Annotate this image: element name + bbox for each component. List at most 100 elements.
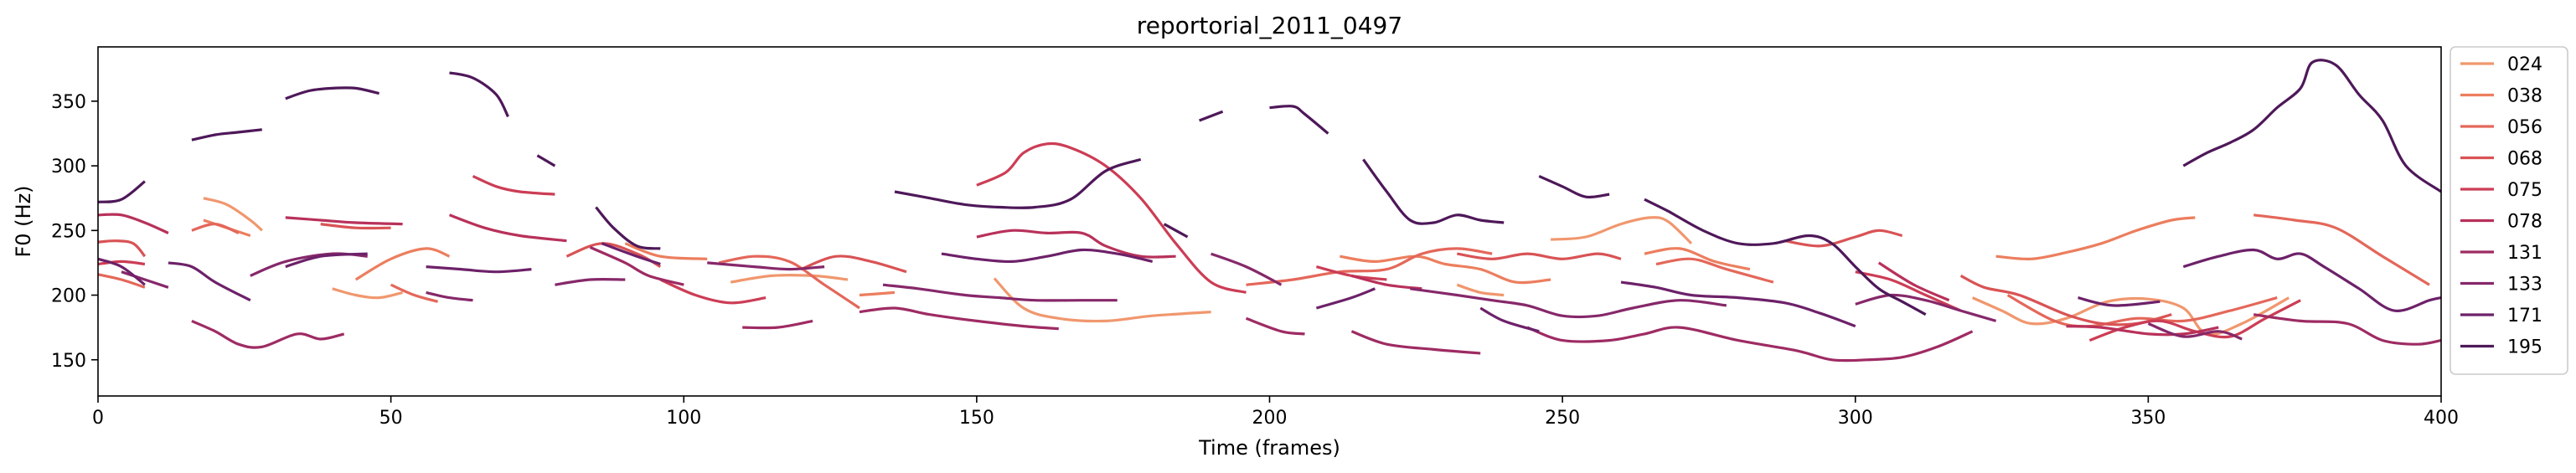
series-line-056 bbox=[2253, 213, 2430, 286]
legend-label-075: 075 bbox=[2507, 180, 2542, 201]
series-layer bbox=[97, 59, 2442, 362]
series-line-171 bbox=[168, 261, 251, 302]
series-line-133 bbox=[707, 261, 825, 271]
series-line-075 bbox=[472, 174, 555, 196]
x-tick-label: 300 bbox=[1838, 408, 1873, 429]
series-line-171 bbox=[285, 252, 368, 269]
series-line-038 bbox=[859, 290, 896, 297]
series-024 bbox=[203, 197, 2289, 337]
series-line-195 bbox=[191, 128, 263, 141]
series-line-195 bbox=[449, 71, 509, 118]
series-line-133 bbox=[882, 283, 1118, 302]
series-line-068 bbox=[1784, 229, 1903, 248]
series-line-133 bbox=[1211, 252, 1283, 286]
y-tick-label: 250 bbox=[51, 221, 86, 242]
series-line-171 bbox=[1479, 306, 1540, 333]
series-line-024 bbox=[332, 287, 403, 300]
series-131 bbox=[191, 245, 2442, 362]
series-line-195 bbox=[1199, 110, 1224, 122]
legend-label-038: 038 bbox=[2507, 86, 2542, 107]
series-line-131 bbox=[191, 319, 345, 349]
series-line-195 bbox=[1538, 174, 1610, 199]
series-line-131 bbox=[2253, 313, 2442, 346]
series-line-133 bbox=[250, 252, 368, 277]
series-line-171 bbox=[1620, 280, 1856, 328]
series-171 bbox=[97, 242, 2442, 333]
series-line-068 bbox=[97, 239, 147, 258]
y-tick-label: 300 bbox=[51, 157, 86, 177]
series-line-171 bbox=[2182, 248, 2442, 312]
series-line-171 bbox=[941, 248, 1154, 264]
series-line-056 bbox=[1246, 247, 1493, 286]
legend: 024 038 056 068 075 078 131 133 171 195 bbox=[2450, 46, 2568, 375]
series-line-171 bbox=[601, 242, 661, 266]
axes-layer: 0 50 100 150 200 250 300 350 400 150 200 250 300 350 bbox=[51, 46, 2459, 429]
series-line-131 bbox=[1350, 330, 1481, 355]
series-068 bbox=[97, 223, 2172, 326]
series-line-056 bbox=[2006, 294, 2278, 328]
series-line-068 bbox=[320, 223, 391, 230]
series-line-171 bbox=[1315, 287, 1376, 310]
legend-label-171: 171 bbox=[2507, 306, 2542, 326]
legend-label-024: 024 bbox=[2507, 54, 2542, 75]
series-line-195 bbox=[1644, 198, 1927, 316]
series-line-075 bbox=[659, 278, 767, 305]
chart-title: reportorial_2011_0497 bbox=[1137, 12, 1402, 39]
series-line-171 bbox=[426, 265, 532, 274]
series-195 bbox=[97, 59, 2442, 316]
series-line-038 bbox=[624, 242, 708, 260]
series-line-131 bbox=[859, 306, 1059, 331]
series-line-133 bbox=[121, 270, 169, 289]
series-line-075 bbox=[1855, 270, 1962, 312]
series-line-131 bbox=[589, 245, 684, 286]
series-line-068 bbox=[800, 254, 907, 274]
series-line-195 bbox=[1362, 158, 1505, 225]
series-line-075 bbox=[97, 260, 146, 266]
y-axis-label: F0 (Hz) bbox=[12, 185, 35, 257]
x-tick-label: 200 bbox=[1252, 408, 1288, 429]
series-line-195 bbox=[285, 86, 379, 100]
y-tick-label: 150 bbox=[51, 351, 86, 372]
x-tick-label: 350 bbox=[2130, 408, 2166, 429]
series-056 bbox=[97, 213, 2430, 328]
series-line-133 bbox=[2147, 322, 2243, 341]
legend-label-056: 056 bbox=[2507, 117, 2542, 138]
legend-box bbox=[2450, 46, 2568, 375]
legend-label-195: 195 bbox=[2507, 337, 2542, 358]
series-line-024 bbox=[1550, 216, 1693, 244]
series-line-078 bbox=[448, 213, 567, 243]
series-line-195 bbox=[1163, 223, 1189, 239]
series-line-078 bbox=[976, 229, 1176, 259]
series-line-056 bbox=[97, 273, 146, 289]
x-tick-label: 100 bbox=[666, 408, 701, 429]
series-line-131 bbox=[1526, 326, 1974, 362]
series-line-133 bbox=[1410, 287, 1727, 319]
series-line-024 bbox=[203, 197, 263, 232]
series-line-131 bbox=[742, 319, 813, 330]
series-line-131 bbox=[1245, 316, 1305, 336]
series-line-195 bbox=[894, 157, 1142, 209]
series-line-068 bbox=[1457, 252, 1622, 260]
series-line-038 bbox=[1340, 254, 1551, 285]
legend-label-068: 068 bbox=[2507, 149, 2542, 170]
series-075 bbox=[97, 141, 2301, 342]
series-line-078 bbox=[285, 216, 403, 226]
y-tick-label: 350 bbox=[51, 92, 86, 113]
series-078 bbox=[97, 213, 2219, 337]
series-line-078 bbox=[2066, 325, 2219, 337]
x-tick-label: 400 bbox=[2424, 408, 2459, 429]
series-line-195 bbox=[97, 180, 146, 203]
series-line-075 bbox=[976, 141, 1247, 294]
x-tick-label: 150 bbox=[959, 408, 994, 429]
legend-label-078: 078 bbox=[2507, 212, 2542, 233]
y-tick-label: 200 bbox=[51, 286, 86, 307]
series-line-133 bbox=[555, 277, 626, 286]
series-line-056 bbox=[718, 254, 860, 310]
series-line-038 bbox=[1644, 247, 1751, 271]
series-line-133 bbox=[1855, 293, 1997, 322]
series-line-195 bbox=[2182, 59, 2442, 193]
series-line-078 bbox=[97, 213, 169, 234]
series-line-056 bbox=[191, 222, 240, 234]
series-133 bbox=[121, 252, 2243, 341]
